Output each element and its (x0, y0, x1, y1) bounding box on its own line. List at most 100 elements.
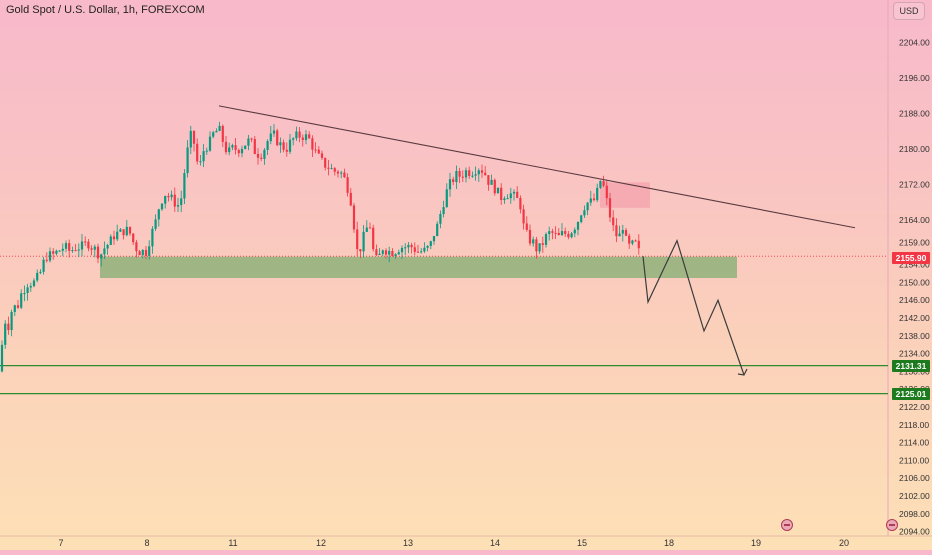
candle-body (410, 244, 413, 248)
candle-body (16, 305, 20, 308)
candle-body (586, 202, 589, 211)
y-tick-label: 2122.00 (899, 402, 930, 412)
candle-body (231, 145, 234, 148)
candle-body (484, 172, 487, 176)
candle-body (439, 213, 442, 224)
candle-body (596, 187, 599, 201)
candle-body (36, 272, 39, 281)
y-tick-label: 2110.00 (899, 455, 929, 465)
candle-body (135, 242, 138, 252)
x-tick-label: 14 (490, 538, 500, 548)
candle-body (564, 231, 567, 234)
candle-body (448, 179, 452, 190)
candle-body (176, 205, 180, 207)
candle-body (26, 287, 29, 293)
candle-body (599, 180, 602, 188)
candle-body (487, 175, 490, 185)
currency-button[interactable]: USD (893, 2, 925, 20)
candle-body (324, 157, 327, 168)
candle-body (308, 134, 311, 139)
candle-body (557, 232, 560, 236)
candle-body (218, 125, 221, 131)
candle-body (189, 130, 192, 148)
candle-body (391, 250, 394, 257)
candle-body (548, 231, 551, 235)
candle-body (103, 248, 106, 255)
candle-body (400, 247, 404, 253)
candle-body (509, 193, 512, 199)
candle-body (512, 191, 516, 194)
candle-body (253, 139, 256, 154)
candle-body (618, 233, 621, 237)
candle-body (212, 132, 215, 137)
candle-body (544, 234, 548, 245)
candle-body (394, 254, 397, 257)
candle-body (525, 223, 528, 230)
y-tick-label: 2114.00 (899, 438, 929, 448)
candle-body (29, 286, 32, 288)
candle-body (592, 198, 596, 201)
candle-body (551, 231, 554, 233)
candle-body (362, 231, 365, 252)
projection-arrowhead (737, 368, 748, 376)
candle-body (301, 137, 304, 141)
candle-body (173, 194, 176, 207)
candle-body (589, 198, 592, 203)
last-price-tag: 2155.90 (892, 252, 930, 264)
support-zone (100, 256, 737, 279)
candle-body (234, 145, 237, 150)
y-tick-label: 2142.00 (899, 313, 930, 323)
candle-body (183, 173, 186, 199)
candle-body (260, 157, 263, 159)
candle-body (480, 170, 484, 173)
candle-body (151, 228, 154, 247)
x-tick-label: 11 (228, 538, 237, 548)
economic-event-icon[interactable] (886, 519, 898, 531)
candle-body (247, 138, 250, 146)
candle-body (567, 233, 570, 238)
candle-body (384, 250, 388, 255)
candle-body (106, 244, 109, 249)
candle-body (42, 259, 45, 272)
candle-body (128, 226, 132, 234)
candle-body (10, 311, 13, 331)
candle-body (148, 246, 151, 256)
economic-event-icon[interactable] (781, 519, 793, 531)
candle-body (432, 236, 436, 242)
candle-body (442, 207, 445, 214)
candle-body (285, 149, 288, 152)
candle-body (157, 209, 160, 220)
y-tick-label: 2118.00 (899, 420, 929, 430)
y-tick-label: 2159.00 (899, 237, 930, 247)
candle-body (61, 248, 64, 251)
candle-body (170, 194, 173, 198)
candle-body (538, 243, 541, 252)
candle-body (237, 149, 240, 154)
x-tick-label: 8 (144, 538, 149, 548)
candle-body (276, 130, 279, 146)
x-tick-label: 13 (403, 538, 413, 548)
candle-body (471, 175, 474, 177)
candle-body (84, 241, 87, 243)
y-tick-label: 2094.00 (899, 527, 930, 537)
candle-body (327, 167, 330, 169)
candle-body (244, 145, 247, 149)
candle-body (631, 240, 634, 244)
candle-body (365, 227, 368, 232)
candle-body (452, 179, 455, 183)
candle-body (378, 253, 381, 256)
candle-body (224, 141, 228, 153)
candle-body (372, 227, 375, 250)
candle-body (186, 147, 189, 174)
candle-body (138, 251, 141, 256)
candle-body (634, 240, 637, 242)
candle-body (0, 344, 4, 372)
candle-body (458, 171, 461, 177)
candle-body (256, 153, 260, 158)
candle-body (52, 251, 55, 254)
candle-body (96, 246, 100, 259)
x-tick-label: 20 (839, 538, 849, 548)
candle-body (416, 251, 420, 253)
